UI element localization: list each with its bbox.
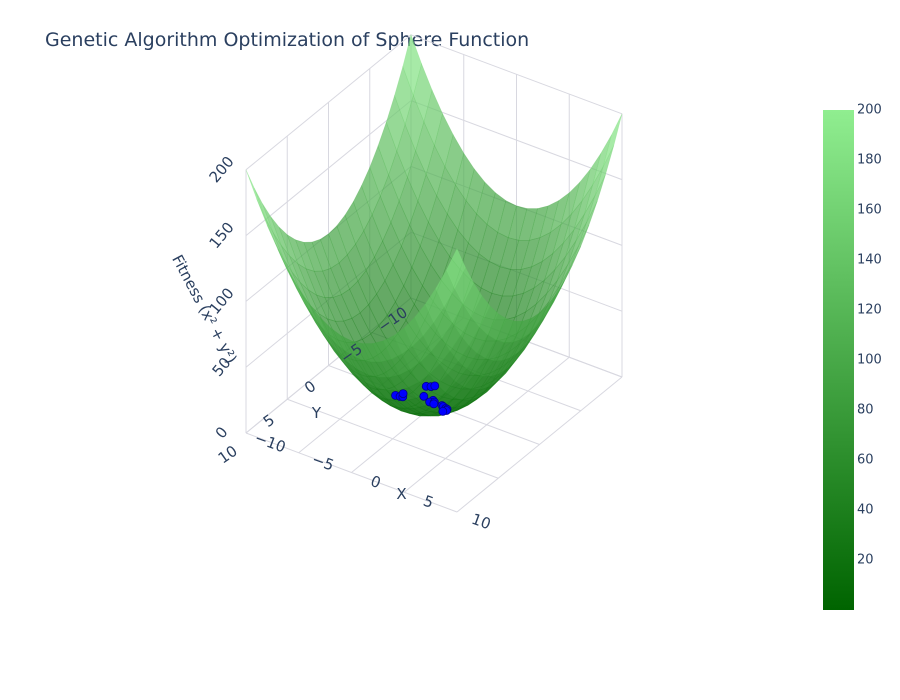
sphere-surface[interactable] [245,33,623,417]
y-tick-label: 5 [260,411,278,431]
population-point[interactable] [429,399,439,409]
surface-patch [602,113,623,167]
wall-grid-line [410,100,623,181]
population-point[interactable] [419,391,429,401]
colorbar-tick-label: 40 [857,502,874,518]
x-tick-label: 5 [421,492,436,512]
colorbar-tick-label: 120 [857,302,882,318]
surface-patch [446,248,466,289]
colorbar-tick-label: 80 [857,402,874,418]
z-tick-label: 200 [206,153,238,187]
floor-grid-line [245,432,458,513]
floor-grid-line [403,356,570,493]
population-point[interactable] [430,381,440,391]
colorbar-tick-label: 200 [857,102,882,118]
z-axis-title: Fitness (x² + y²) [168,252,240,367]
population-point[interactable] [398,389,408,399]
surface-patch [262,203,282,246]
colorbar-tick-label: 140 [857,252,882,268]
colorbar-gradient [823,110,854,610]
colorbar-tick-label: 100 [857,352,882,368]
chart-title: Genetic Algorithm Optimization of Sphere… [45,29,530,51]
y-axis-title: Y [311,404,322,422]
wall-grid-line [410,34,623,115]
population-points[interactable] [391,381,452,416]
surface-patch [245,169,266,218]
population-point[interactable] [438,406,448,416]
x-tick-label: 10 [469,510,493,533]
y-tick-label: 0 [301,377,319,397]
x-axis-title: X [396,485,406,503]
colorbar-tick-label: 160 [857,202,882,218]
colorbar: 20 40 60 80 100 120 140 160 180 200 [823,103,882,610]
colorbar-tick-label: 20 [857,552,874,568]
wall-grid-line [245,100,412,236]
colorbar-tick-label: 180 [857,152,882,168]
x-tick-label: −5 [309,450,336,474]
floor-grid-line [456,376,623,513]
colorbar-tick-label: 60 [857,452,874,468]
x-tick-label: −10 [252,429,288,457]
x-tick-label: 0 [368,472,383,492]
z-tick-label: 150 [206,219,238,253]
floor-grid-line [287,398,499,479]
y-tick-label: 10 [215,442,241,468]
wall-grid-line [245,34,412,171]
z-tick-label: 0 [212,423,232,442]
